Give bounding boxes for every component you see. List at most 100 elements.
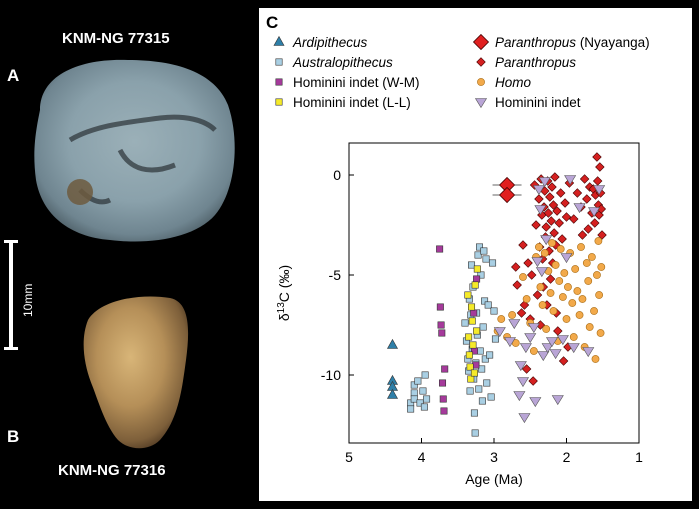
- legend-label-6: Hominini indet (L-L): [293, 95, 411, 110]
- data-point-3-2: [465, 351, 473, 359]
- data-point-5-31: [547, 182, 557, 192]
- data-point-5-43: [558, 356, 569, 366]
- data-point-1-41: [486, 351, 494, 359]
- data-point-7-2: [508, 319, 521, 330]
- data-point-5-48: [569, 214, 579, 224]
- data-point-2-4: [439, 379, 447, 387]
- data-point-4-1: [498, 186, 516, 204]
- isotope-scatter-chart: C Ardipithecus Paranthropus (Nyayanga) Aus…: [266, 13, 650, 487]
- data-point-5-60: [592, 152, 602, 162]
- legend-marker-6: [275, 98, 283, 106]
- data-point-5-9: [528, 376, 538, 386]
- data-point-6-37: [584, 277, 593, 285]
- data-point-6-21: [555, 277, 564, 285]
- data-point-1-18: [468, 261, 476, 269]
- data-point-5-61: [592, 176, 603, 186]
- data-point-3-7: [469, 341, 477, 349]
- legend-label-5: Homo: [495, 75, 532, 90]
- data-point-5-40: [554, 218, 564, 228]
- data-point-2-7: [441, 365, 449, 373]
- data-point-7-12: [532, 185, 545, 196]
- data-point-6-13: [540, 249, 549, 257]
- data-point-5-0: [511, 262, 521, 272]
- data-point-1-36: [481, 297, 489, 305]
- data-point-7-16: [538, 177, 551, 188]
- data-point-5-49: [572, 188, 583, 198]
- data-point-7-17: [540, 235, 553, 246]
- data-point-2-8: [470, 309, 478, 317]
- data-point-1-2: [410, 381, 418, 389]
- data-point-6-1: [497, 315, 506, 323]
- data-point-1-32: [478, 365, 486, 373]
- data-point-6-31: [573, 287, 582, 295]
- legend-marker-5: [477, 78, 485, 86]
- legend-label-4: Hominini indet (W-M): [293, 75, 420, 90]
- data-point-1-30: [476, 347, 484, 355]
- data-point-7-10: [529, 397, 542, 408]
- data-point-6-10: [535, 243, 543, 251]
- data-point-5-51: [577, 230, 588, 240]
- data-point-6-45: [596, 329, 605, 337]
- data-point-5-35: [550, 172, 560, 182]
- data-point-6-32: [575, 311, 584, 319]
- data-point-5-28: [545, 192, 555, 202]
- data-point-7-14: [535, 267, 548, 278]
- data-point-1-22: [470, 409, 478, 417]
- data-point-7-6: [518, 413, 531, 424]
- specimen-label-top: KNM-NG 77315: [62, 30, 170, 47]
- data-point-5-44: [560, 198, 570, 208]
- data-point-7-0: [493, 327, 506, 338]
- data-point-6-14: [542, 325, 551, 333]
- data-point-2-3: [438, 329, 446, 337]
- series-3: [464, 265, 481, 383]
- data-point-6-24: [560, 269, 569, 277]
- data-point-7-7: [519, 343, 532, 354]
- axis-ticks: 5 4 3 2 1 0 -5 -10: [321, 167, 643, 465]
- scale-bar-cap-top: [4, 240, 18, 243]
- data-point-1-9: [421, 371, 429, 379]
- specimen-label-bottom: KNM-NG 77316: [58, 462, 166, 479]
- data-point-3-4: [467, 375, 475, 383]
- data-point-1-8: [420, 403, 428, 411]
- scale-bar-cap-bottom: [4, 347, 18, 350]
- panel-letter-c: C: [266, 13, 278, 32]
- data-point-6-23: [558, 293, 567, 301]
- data-point-1-29: [476, 243, 484, 251]
- specimen-photos: [34, 59, 235, 449]
- data-point-3-0: [464, 291, 472, 299]
- data-point-6-16: [546, 289, 555, 297]
- data-point-6-42: [593, 271, 601, 279]
- data-point-7-29: [593, 185, 606, 196]
- data-point-1-31: [477, 271, 485, 279]
- data-point-1-33: [478, 397, 486, 405]
- data-point-5-6: [523, 258, 533, 268]
- data-point-3-10: [473, 327, 481, 335]
- data-point-1-6: [416, 399, 424, 407]
- data-point-1-37: [481, 355, 489, 363]
- data-point-1-43: [490, 307, 498, 315]
- x-tick-label-2: 2: [563, 449, 571, 465]
- data-point-6-36: [582, 259, 591, 267]
- data-point-6-38: [585, 323, 594, 331]
- data-point-1-34: [479, 323, 487, 331]
- data-point-2-10: [472, 361, 480, 369]
- legend-marker-3: [476, 57, 486, 67]
- data-point-2-6: [440, 407, 448, 415]
- data-point-5-38: [552, 206, 562, 216]
- legend-marker-1: [472, 33, 490, 51]
- data-point-1-10: [423, 395, 431, 403]
- data-point-6-30: [571, 265, 580, 273]
- legend-label-7: Hominini indet: [495, 95, 581, 110]
- data-point-7-26: [573, 203, 586, 214]
- data-point-6-33: [577, 243, 585, 251]
- data-point-7-11: [531, 257, 544, 268]
- data-point-6-25: [562, 315, 571, 323]
- series-0: [386, 338, 399, 399]
- data-point-1-7: [419, 387, 427, 395]
- legend-marker-2: [275, 58, 283, 66]
- data-point-1-23: [471, 429, 479, 437]
- data-point-7-4: [514, 361, 527, 372]
- data-point-5-30: [546, 216, 556, 226]
- y-axis-label: δ13C (‰): [276, 265, 293, 321]
- data-point-6-40: [590, 307, 598, 315]
